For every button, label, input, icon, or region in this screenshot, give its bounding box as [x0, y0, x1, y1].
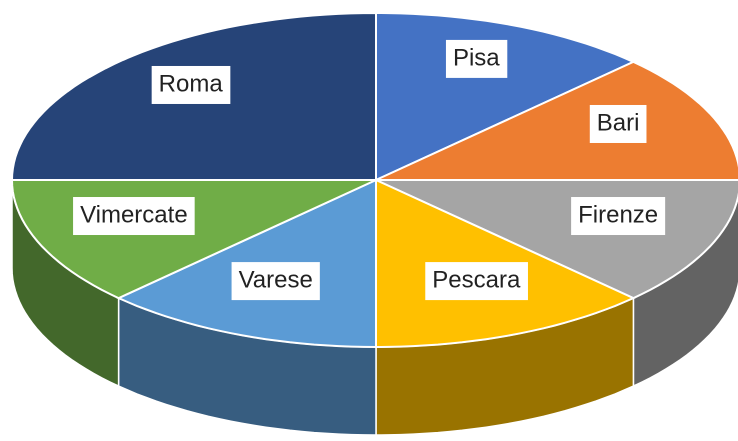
label-box	[589, 104, 647, 143]
label-text: Pescara	[432, 266, 521, 293]
data-label: Firenze	[571, 197, 666, 236]
label-box	[151, 65, 231, 104]
label-text: Firenze	[578, 201, 658, 228]
label-text: Roma	[159, 70, 224, 97]
label-box	[425, 262, 528, 301]
label-box	[73, 197, 195, 236]
data-label: Pisa	[445, 39, 508, 78]
label-box	[231, 262, 320, 301]
label-box	[571, 197, 666, 236]
label-text: Varese	[239, 266, 313, 293]
data-label: Vimercate	[73, 197, 195, 236]
label-text: Pisa	[453, 44, 500, 71]
data-label: Bari	[589, 104, 647, 143]
data-label: Roma	[151, 65, 231, 104]
label-text: Vimercate	[80, 201, 188, 228]
label-text: Bari	[597, 109, 640, 136]
label-box	[445, 39, 508, 78]
data-label: Pescara	[425, 262, 528, 301]
pie-slice	[375, 11, 636, 182]
data-label: Varese	[231, 262, 320, 301]
